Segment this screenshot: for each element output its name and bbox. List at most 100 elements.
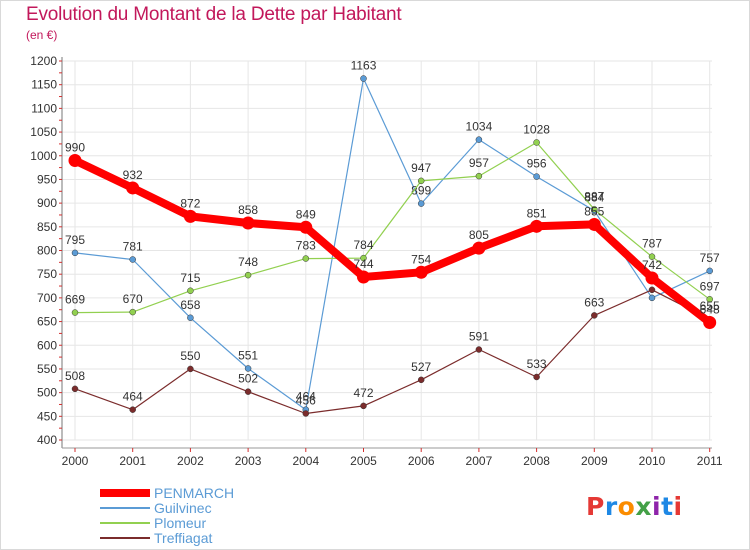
plomeur-data-label: 748 [238, 255, 258, 269]
x-tick-label: 2011 [697, 454, 723, 468]
y-tick-label: 800 [37, 244, 57, 258]
guilvinec-point [417, 200, 425, 207]
legend-swatch-treffiagat [100, 537, 150, 539]
plomeur-point [302, 255, 310, 262]
treffiagat-data-label: 502 [238, 372, 258, 386]
penmarch-data-label: 742 [642, 258, 662, 272]
x-tick-label: 2001 [119, 454, 146, 468]
y-tick-label: 1000 [30, 149, 57, 163]
x-tick-label: 2006 [408, 454, 435, 468]
y-tick-label: 650 [37, 315, 57, 329]
treffiagat-data-label: 533 [527, 357, 547, 371]
x-tick-label: 2005 [350, 454, 377, 468]
y-tick-label: 450 [37, 409, 57, 423]
penmarch-data-label: 932 [123, 168, 143, 182]
guilvinec-point [187, 314, 194, 322]
y-tick-label: 950 [37, 172, 57, 186]
plomeur-point [475, 172, 483, 180]
y-tick-label: 600 [37, 338, 57, 352]
treffiagat-data-label: 472 [353, 386, 373, 400]
plomeur-point [533, 139, 540, 146]
penmarch-point [703, 316, 717, 330]
plomeur-point [417, 177, 425, 185]
guilvinec-line [74, 77, 711, 411]
guilvinec-data-label: 884 [584, 191, 604, 205]
treffiagat-point [417, 376, 425, 384]
x-tick-label: 2007 [466, 454, 493, 468]
y-tick-label: 400 [37, 433, 57, 447]
penmarch-data-label: 754 [411, 252, 431, 266]
y-tick-label: 550 [37, 362, 57, 376]
y-tick-label: 700 [37, 291, 57, 305]
guilvinec-data-label: 1163 [351, 59, 377, 73]
plomeur-point [71, 309, 79, 316]
legend-swatch-penmarch [100, 489, 150, 497]
penmarch-point [530, 219, 544, 233]
chart-unit-subtitle: (en €) [26, 28, 58, 42]
guilvinec-point [360, 75, 367, 82]
guilvinec-data-label: 551 [238, 348, 258, 362]
guilvinec-data-label: 956 [527, 157, 547, 171]
guilvinec-point [706, 267, 713, 275]
treffiagat-data-label: 550 [180, 349, 200, 363]
guilvinec-data-label: 781 [123, 240, 143, 254]
x-tick-label: 2010 [639, 454, 666, 468]
plomeur-point [648, 253, 656, 260]
x-tick-label: 2008 [523, 454, 550, 468]
penmarch-point [183, 209, 197, 223]
plomeur-data-label: 783 [296, 239, 316, 253]
y-tick-label: 500 [37, 386, 57, 400]
treffiagat-data-label: 456 [296, 393, 316, 407]
treffiagat-point [360, 402, 367, 410]
y-tick-label: 1100 [31, 101, 57, 115]
legend-label-guilvinec: Guilvinec [154, 500, 212, 516]
guilvinec-point [533, 173, 540, 180]
guilvinec-data-label: 658 [180, 298, 200, 312]
y-tick-label: 1150 [31, 78, 57, 92]
penmarch-data-label: 855 [584, 204, 604, 218]
penmarch-data-label: 648 [700, 303, 720, 317]
treffiagat-point [648, 286, 656, 294]
penmarch-point [472, 241, 486, 255]
treffiagat-data-label: 663 [584, 295, 604, 309]
penmarch-data-label: 849 [296, 207, 316, 221]
y-tick-label: 1200 [30, 54, 57, 68]
legend-label-treffiagat: Treffiagat [154, 530, 213, 546]
plomeur-data-label: 670 [123, 292, 143, 306]
treffiagat-data-label: 655 [700, 299, 720, 313]
y-tick-label: 1050 [30, 125, 57, 139]
treffiagat-line [74, 289, 711, 415]
guilvinec-data-label: 1034 [466, 120, 493, 134]
treffiagat-data-label: 591 [469, 330, 489, 344]
plomeur-data-label: 784 [353, 238, 373, 252]
penmarch-line [71, 156, 714, 327]
treffiagat-point [244, 388, 252, 395]
penmarch-point [299, 220, 313, 234]
penmarch-data-label: 990 [65, 140, 85, 154]
penmarch-data-label: 851 [527, 206, 547, 220]
guilvinec-data-label: 757 [700, 251, 720, 265]
plomeur-data-label: 957 [469, 156, 489, 170]
penmarch-data-label: 744 [353, 257, 373, 271]
penmarch-point [357, 270, 370, 284]
treffiagat-data-label: 508 [65, 369, 85, 383]
treffiagat-data-label: 464 [123, 390, 143, 404]
guilvinec-point [475, 136, 483, 143]
penmarch-point [126, 181, 140, 195]
x-tick-label: 2000 [62, 454, 89, 468]
plomeur-point [591, 206, 598, 213]
treffiagat-point [533, 373, 540, 381]
plomeur-data-label: 697 [700, 279, 720, 293]
plomeur-point [360, 254, 367, 262]
y-tick-label: 750 [37, 267, 57, 281]
legend-label-plomeur: Plomeur [154, 515, 207, 531]
treffiagat-point [71, 385, 79, 393]
x-tick-label: 2002 [177, 454, 204, 468]
treffiagat-data-label: 527 [411, 360, 431, 374]
penmarch-point [241, 216, 255, 230]
penmarch-data-label: 872 [180, 196, 200, 210]
x-tick-label: 2004 [292, 454, 319, 468]
chart-title: Evolution du Montant de la Dette par Hab… [26, 4, 402, 25]
treffiagat-point [129, 406, 136, 413]
y-tick-label: 850 [37, 220, 57, 234]
